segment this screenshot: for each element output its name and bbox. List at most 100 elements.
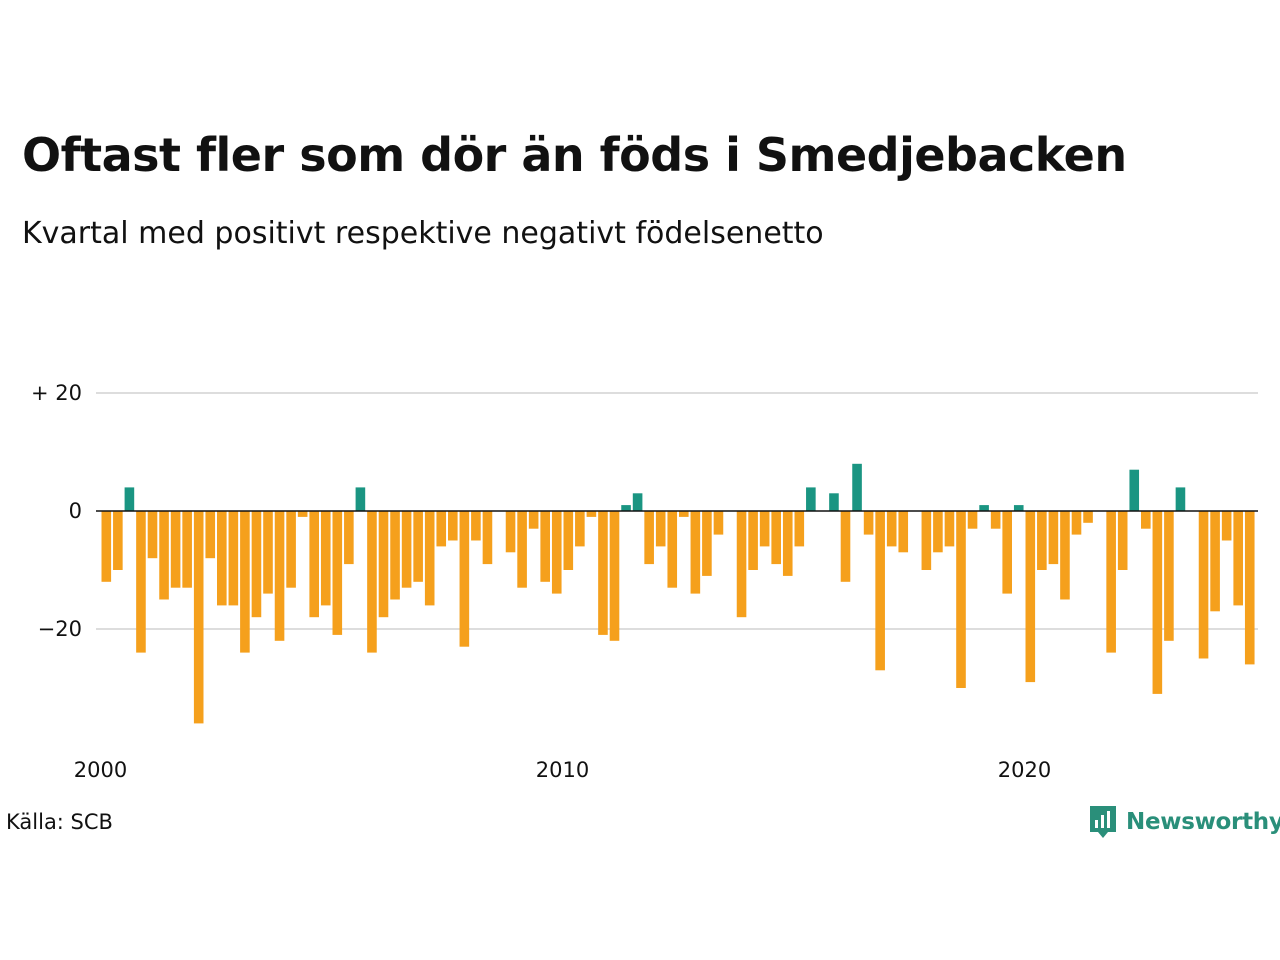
bar-negative — [921, 511, 932, 570]
bar-negative — [113, 511, 123, 570]
bar-negative — [332, 511, 343, 635]
bar-negative — [286, 511, 296, 588]
bar-negative — [1221, 511, 1232, 541]
bar-negative — [1244, 511, 1255, 665]
bar-negative — [240, 511, 250, 653]
x-tick-label: 2000 — [74, 758, 127, 782]
bar-negative — [517, 511, 527, 588]
bar-negative — [205, 511, 216, 559]
bar-negative — [586, 511, 597, 517]
bar-negative — [575, 511, 585, 547]
bar-negative — [990, 511, 1001, 529]
chart-title: Oftast fler som dör än föds i Smedjeback… — [22, 128, 1127, 182]
brand-name: Newsworthy — [1126, 809, 1280, 835]
bar-positive — [979, 505, 989, 511]
bar-negative — [644, 511, 654, 565]
bar-negative — [771, 511, 781, 565]
brand[interactable]: Newsworthy — [1088, 804, 1280, 840]
bar-negative — [263, 511, 273, 594]
bar-negative — [840, 511, 851, 582]
bar-negative — [297, 511, 308, 517]
bar-negative — [655, 511, 666, 547]
bar-negative — [782, 511, 793, 576]
y-tick-label: + 20 — [31, 381, 82, 405]
bar-negative — [193, 511, 204, 724]
bar-negative — [378, 511, 389, 618]
bar-negative — [344, 511, 354, 565]
bar-negative — [390, 511, 400, 600]
bar-negative — [898, 511, 909, 553]
bar-negative — [251, 511, 262, 618]
bar-positive — [806, 487, 816, 511]
bar-negative — [471, 511, 481, 541]
bar-negative — [679, 511, 689, 517]
bar-positive — [1175, 487, 1186, 511]
bar-negative — [1025, 511, 1036, 683]
bar-positive — [852, 463, 862, 511]
bar-positive — [621, 505, 631, 511]
bar-positive — [632, 493, 643, 511]
bar-negative — [1117, 511, 1128, 570]
bar-negative — [482, 511, 493, 565]
bar-negative — [309, 511, 319, 618]
bar-negative — [794, 511, 805, 547]
bar-negative — [956, 511, 966, 688]
bar-negative — [702, 511, 712, 576]
bar-negative — [1002, 511, 1012, 594]
bar-negative — [667, 511, 678, 588]
bar-positive — [829, 493, 839, 511]
bar-positive — [124, 487, 135, 511]
bar-negative — [1141, 511, 1151, 529]
bar-negative — [228, 511, 239, 606]
bar-negative — [147, 511, 158, 559]
bar-negative — [609, 511, 620, 641]
bar-negative — [274, 511, 285, 641]
y-tick-label: 0 — [69, 499, 82, 523]
x-tick-label: 2010 — [536, 758, 589, 782]
bar-negative — [401, 511, 412, 588]
bar-negative — [1071, 511, 1082, 535]
bar-negative — [505, 511, 516, 553]
bar-negative — [933, 511, 943, 553]
bar-negative — [1037, 511, 1047, 570]
bar-positive — [1129, 469, 1140, 511]
bar-negative — [448, 511, 458, 541]
bar-negative — [1198, 511, 1209, 659]
chart-subtitle: Kvartal med positivt respektive negativt… — [22, 216, 824, 251]
bar-negative — [551, 511, 562, 594]
bar-negative — [320, 511, 331, 606]
y-tick-label: −20 — [38, 617, 82, 641]
bar-negative — [436, 511, 447, 547]
bar-negative — [886, 511, 897, 547]
bar-negative — [863, 511, 874, 535]
grid-lines — [96, 392, 1258, 630]
bar-negative — [1106, 511, 1116, 653]
bar-negative — [159, 511, 169, 600]
bar-negative — [1233, 511, 1243, 606]
bar-negative — [367, 511, 377, 653]
bar-chart: + 20 0 −20 2000 2010 2020 — [31, 381, 1258, 782]
bar-negative — [748, 511, 758, 570]
bar-negative — [1083, 511, 1093, 523]
bar-negative — [424, 511, 435, 606]
bar-negative — [563, 511, 574, 570]
bar-negative — [182, 511, 192, 588]
bar-negative — [690, 511, 701, 594]
bar-negative — [540, 511, 550, 582]
bar-negative — [136, 511, 146, 653]
axes: + 20 0 −20 2000 2010 2020 — [31, 381, 1258, 782]
x-tick-label: 2020 — [998, 758, 1051, 782]
bar-negative — [713, 511, 724, 535]
bar-negative — [413, 511, 423, 582]
bar-negative — [736, 511, 747, 618]
bar-negative — [875, 511, 885, 671]
bar-negative — [944, 511, 955, 547]
bar-negative — [1164, 511, 1174, 641]
bar-positive — [1013, 505, 1024, 511]
bar-negative — [967, 511, 978, 529]
bars — [101, 463, 1255, 724]
bar-negative — [459, 511, 470, 647]
bar-negative — [1048, 511, 1059, 565]
bar-negative — [598, 511, 608, 635]
bar-negative — [217, 511, 227, 606]
